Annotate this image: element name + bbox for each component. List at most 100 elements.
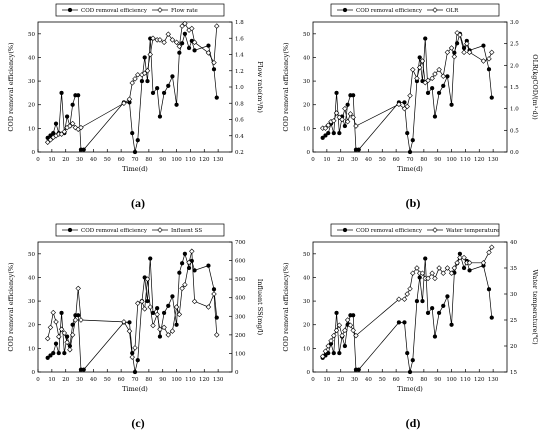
series-1-point — [161, 90, 167, 96]
series-1-point — [48, 353, 53, 358]
series-1-point — [331, 350, 336, 356]
series-2-point — [347, 111, 354, 117]
series-2-point — [344, 317, 351, 323]
series-1-point — [430, 306, 435, 311]
series-2-point — [342, 327, 348, 334]
y-tick-label: 40 — [303, 55, 310, 61]
series-2-point — [451, 53, 458, 60]
series-1-point — [323, 133, 328, 138]
series-2-point — [331, 332, 337, 339]
series-1-point — [342, 343, 348, 349]
x-tick-label: 130 — [213, 377, 224, 383]
series-2-point — [396, 101, 402, 108]
plot-frame — [37, 241, 233, 373]
x-tick-label: 30 — [76, 377, 83, 383]
y2-axis-label: OLR(kgCOD/(m³·d)) — [531, 54, 539, 120]
series-2-point — [161, 324, 167, 331]
y2-tick-label: 40 — [510, 240, 517, 246]
y2-tick-label: 0.6 — [235, 118, 244, 124]
y2-tick-label: 500 — [235, 277, 246, 283]
series-1-point — [356, 147, 361, 152]
y2-tick-label: 1.6 — [235, 36, 244, 42]
y-axis-label: COD removal efficiency(%) — [282, 262, 290, 352]
series-2-point — [429, 270, 435, 276]
panel-label-3: (c) — [131, 416, 145, 430]
series-1-point — [436, 310, 442, 316]
y-tick-label: 40 — [303, 275, 310, 281]
series-1-point — [396, 320, 402, 325]
y2-tick-label: 0 — [235, 370, 239, 376]
x-tick-label: 130 — [488, 377, 499, 383]
series-2-point — [350, 114, 356, 121]
series-2-point — [396, 296, 402, 302]
y2-tick-label: 1.8 — [235, 20, 244, 26]
x-tick-label: 0 — [36, 157, 40, 163]
series-2-point — [75, 285, 81, 292]
x-tick-label: 10 — [48, 377, 55, 383]
series-2-point — [47, 324, 54, 331]
series-2-point — [121, 100, 127, 106]
plot-frame — [312, 21, 508, 153]
series-1-point — [186, 45, 192, 51]
series-2-point — [336, 322, 343, 328]
series-1-point — [407, 369, 413, 375]
series-2-point — [157, 326, 163, 333]
series-1-point — [56, 350, 61, 356]
series-2-point — [132, 76, 138, 82]
y2-tick-label: 600 — [235, 259, 246, 265]
series-2-point — [189, 25, 195, 32]
series-1-point — [337, 130, 342, 136]
legend-label-1: COD removal efficiency — [356, 228, 423, 234]
y-tick-label: 40 — [28, 55, 35, 61]
series-1-point — [486, 287, 492, 292]
series-2-point — [139, 298, 145, 305]
series-1-point — [407, 149, 413, 155]
series-2-point — [47, 137, 54, 143]
series-1-point — [420, 298, 425, 304]
y2-tick-label: 300 — [235, 314, 246, 320]
legend-label-2: Influent SS — [171, 228, 202, 234]
x-tick-label: 50 — [379, 377, 386, 383]
x-tick-label: 0 — [311, 377, 315, 383]
series-2-point — [486, 56, 492, 62]
y2-tick-label: 2.0 — [510, 63, 519, 69]
series-1-point — [417, 55, 422, 60]
x-tick-label: 80 — [420, 377, 427, 383]
series-2-point — [154, 311, 160, 318]
series-1-point — [53, 341, 59, 346]
series-1-point — [170, 294, 175, 299]
series-2-point — [339, 116, 345, 123]
series-2-point — [78, 317, 84, 323]
series-1-point — [449, 102, 454, 107]
x-tick-label: 100 — [446, 377, 457, 383]
series-2-point — [451, 265, 458, 271]
y2-tick-label: 1.2 — [235, 69, 244, 75]
series-1-point — [445, 74, 450, 79]
y2-tick-label: 700 — [235, 240, 246, 246]
series-1-point — [142, 55, 147, 60]
legend-box — [55, 3, 225, 17]
y-tick-label: 0 — [307, 150, 311, 156]
y2-tick-label: 30 — [510, 292, 517, 298]
x-tick-label: 120 — [474, 157, 485, 163]
series-2-point — [325, 122, 331, 128]
x-tick-label: 40 — [365, 377, 372, 383]
series-2-point — [331, 118, 337, 124]
y-tick-label: 30 — [303, 299, 310, 305]
series-1-point — [59, 310, 64, 316]
series-2-point — [464, 40, 470, 47]
series-1-point — [436, 90, 442, 96]
series-2-point — [416, 64, 423, 71]
series-1-point — [405, 130, 410, 136]
series-1-point — [192, 48, 197, 53]
legend-label-2: OLR — [446, 8, 459, 14]
series-1-point — [211, 67, 217, 72]
y-axis-label: COD removal efficiency(%) — [282, 42, 290, 132]
y2-tick-label: 3.0 — [510, 20, 519, 26]
series-1-point — [174, 322, 179, 327]
series-2-point — [50, 309, 56, 316]
y2-axis-label: Water temperature(℃) — [531, 269, 539, 345]
series-2-point — [58, 326, 65, 333]
series-2-point — [126, 96, 133, 102]
series-1-point — [486, 67, 492, 72]
